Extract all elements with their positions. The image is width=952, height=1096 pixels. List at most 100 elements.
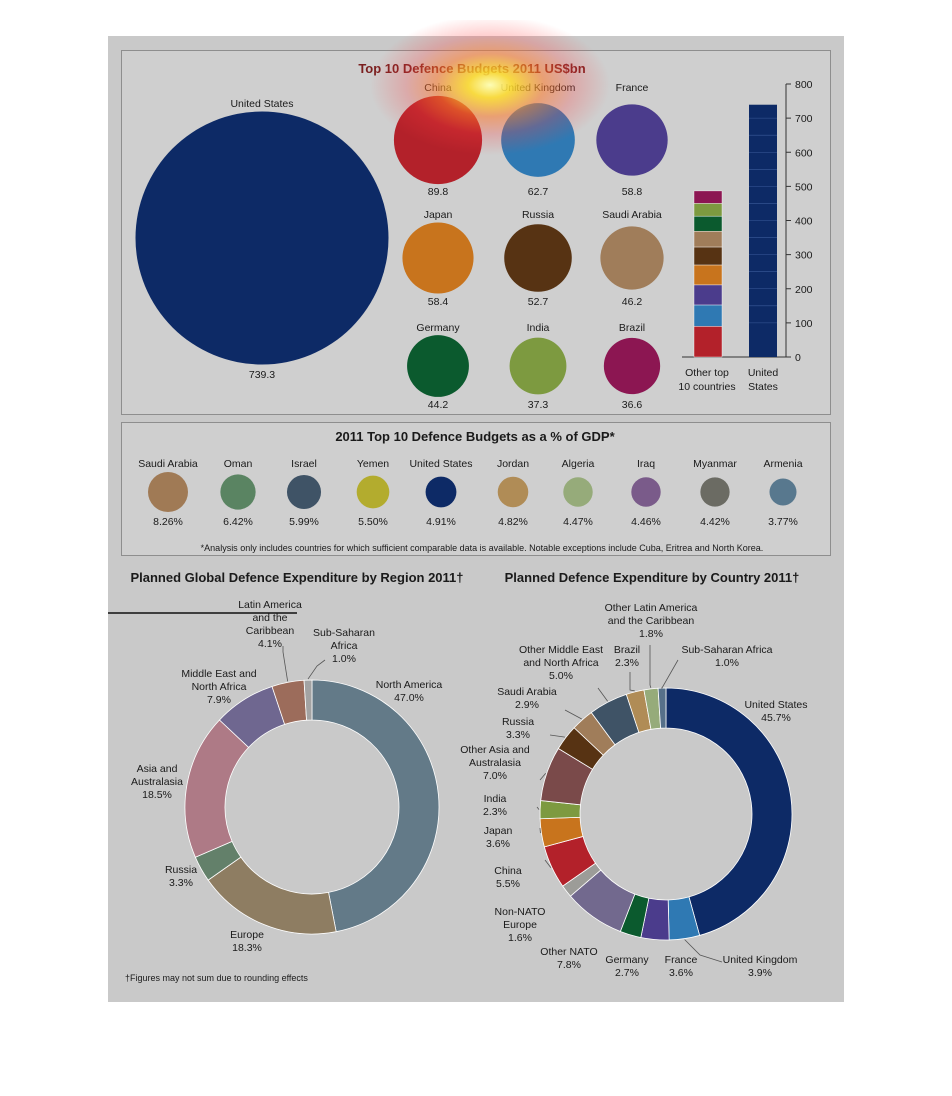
country-label-sub-saharan-africa-0: Sub-Saharan Africa: [681, 644, 772, 656]
region-label-sub-saharan-africa-0: Sub-Saharan: [313, 627, 375, 639]
stack-segment-russia: [693, 246, 723, 266]
bubble-label-brazil: Brazil: [619, 322, 645, 334]
stack-segment-china: [693, 326, 723, 358]
region-label-asia-and-australasia-0: Asia and: [137, 763, 178, 775]
country-label-china-0: China: [494, 865, 522, 877]
gdp-dot-saudi-arabia: [148, 472, 188, 512]
y-tick-label-200: 200: [795, 284, 813, 296]
country-label-other-middle-east-and-north-africa-1: and North Africa: [523, 657, 598, 669]
bubble-japan: [402, 222, 474, 294]
country-label-other-nato-0: Other NATO: [540, 946, 597, 958]
region-label-sub-saharan-africa-1: Africa: [331, 640, 358, 652]
stack-bar-united-states: [749, 104, 777, 358]
bubble-label-china: China: [424, 82, 452, 94]
region-donut-title: Planned Global Defence Expenditure by Re…: [130, 570, 463, 585]
rounding-note: †Figures may not sum due to rounding eff…: [125, 973, 308, 983]
region-label-russia-1: 3.3%: [169, 877, 193, 889]
region-label-latin-america-and-the-caribbean-2: Caribbean: [246, 625, 295, 637]
country-label-france-1: 3.6%: [669, 967, 693, 979]
country-label-united-kingdom-0: United Kingdom: [723, 954, 798, 966]
bubble-value-brazil: 36.6: [622, 399, 643, 411]
country-label-other-latin-america-and-the-caribbean-1: and the Caribbean: [608, 615, 695, 627]
country-label-india-1: 2.3%: [483, 806, 507, 818]
gdp-dot-iraq: [631, 477, 661, 507]
gdp-value-israel: 5.99%: [289, 516, 319, 528]
country-label-sub-saharan-africa-1: 1.0%: [715, 657, 739, 669]
gdp-value-myanmar: 4.42%: [700, 516, 730, 528]
stacked-bar-chart: 0 100 200 300 400 500 600 700 800 Other top 10 cou…: [678, 79, 812, 393]
country-label-france-0: France: [665, 954, 698, 966]
country-label-united-kingdom-1: 3.9%: [748, 967, 772, 979]
region-label-europe-1: 18.3%: [232, 942, 262, 954]
country-label-other-latin-america-and-the-caribbean-0: Other Latin America: [605, 602, 698, 614]
bubble-chart: United States 739.3 China 89.8 United Kingdo…: [135, 82, 668, 411]
bubble-value-united-states: 739.3: [249, 369, 275, 381]
bubble-label-france: France: [616, 82, 649, 94]
region-label-middle-east-and-north-africa-1: North Africa: [192, 681, 247, 693]
country-label-saudi-arabia-1: 2.9%: [515, 699, 539, 711]
country-label-china-1: 5.5%: [496, 878, 520, 890]
bubble-label-japan: Japan: [424, 209, 453, 221]
gdp-dot-algeria: [563, 477, 593, 507]
country-slice-united-states: [665, 687, 793, 936]
region-label-asia-and-australasia-2: 18.5%: [142, 789, 172, 801]
bubble-germany: [407, 335, 469, 397]
country-label-other-latin-america-and-the-caribbean-2: 1.8%: [639, 628, 663, 640]
country-label-united-states-1: 45.7%: [761, 712, 791, 724]
region-slice-asia-and-australasia: [184, 719, 250, 858]
country-label-india-0: India: [484, 793, 507, 805]
gdp-dot-oman: [220, 474, 256, 510]
gdp-label-jordan: Jordan: [497, 458, 529, 470]
gdp-chart-note: *Analysis only includes countries for wh…: [201, 543, 764, 553]
gdp-label-algeria: Algeria: [562, 458, 595, 470]
y-tick-label-300: 300: [795, 250, 813, 262]
country-leader-united-kingdom: [684, 939, 723, 963]
country-label-non-nato-europe-1: Europe: [503, 919, 537, 931]
country-leader-other-asia-and-australasia: [539, 772, 547, 781]
gdp-label-myanmar: Myanmar: [693, 458, 737, 470]
country-leader-russia: [549, 734, 565, 738]
country-leader-saudi-arabia: [564, 709, 582, 720]
gdp-label-oman: Oman: [224, 458, 253, 470]
country-label-other-asia-and-australasia-2: 7.0%: [483, 770, 507, 782]
y-tick-label-500: 500: [795, 181, 813, 193]
gdp-value-jordan: 4.82%: [498, 516, 528, 528]
gdp-chart-title: 2011 Top 10 Defence Budgets as a % of GD…: [335, 429, 615, 444]
country-label-germany-0: Germany: [605, 954, 649, 966]
gdp-dot-myanmar: [700, 477, 730, 507]
bubble-label-germany: Germany: [416, 322, 460, 334]
country-label-saudi-arabia-0: Saudi Arabia: [497, 686, 557, 698]
bubble-label-united-kingdom: United Kingdom: [501, 82, 576, 94]
gdp-dot-jordan: [497, 476, 529, 508]
gdp-dot-yemen: [356, 475, 390, 509]
region-label-north-america-1: 47.0%: [394, 692, 424, 704]
country-leader-other-latin-america-and-the-caribbean: [649, 645, 652, 689]
gdp-value-iraq: 4.46%: [631, 516, 661, 528]
bubble-label-saudi-arabia: Saudi Arabia: [602, 209, 662, 221]
country-leader-china: [544, 859, 552, 868]
bubble-value-france: 58.8: [622, 186, 643, 198]
stack-segment-saudi-arabia: [693, 231, 723, 248]
gdp-dot-israel: [286, 474, 322, 510]
country-label-other-middle-east-and-north-africa-0: Other Middle East: [519, 644, 603, 656]
bubble-value-japan: 58.4: [428, 296, 449, 308]
stack-x-label-0-0: Other top: [685, 367, 729, 379]
bubble-france: [596, 104, 668, 176]
bubble-india: [509, 337, 567, 395]
stack-x-label-0-1: 10 countries: [678, 381, 735, 393]
stack-segment-brazil: [693, 190, 723, 204]
country-label-russia-1: 3.3%: [506, 729, 530, 741]
country-label-other-nato-1: 7.8%: [557, 959, 581, 971]
country-leader-india: [536, 806, 540, 810]
country-label-russia-0: Russia: [502, 716, 534, 728]
country-label-non-nato-europe-0: Non-NATO: [495, 906, 546, 918]
stack-segment-india: [693, 203, 723, 217]
country-label-non-nato-europe-2: 1.6%: [508, 932, 532, 944]
gdp-value-yemen: 5.50%: [358, 516, 388, 528]
region-label-latin-america-and-the-caribbean-3: 4.1%: [258, 638, 282, 650]
country-label-other-asia-and-australasia-0: Other Asia and: [460, 744, 530, 756]
region-label-middle-east-and-north-africa-2: 7.9%: [207, 694, 231, 706]
